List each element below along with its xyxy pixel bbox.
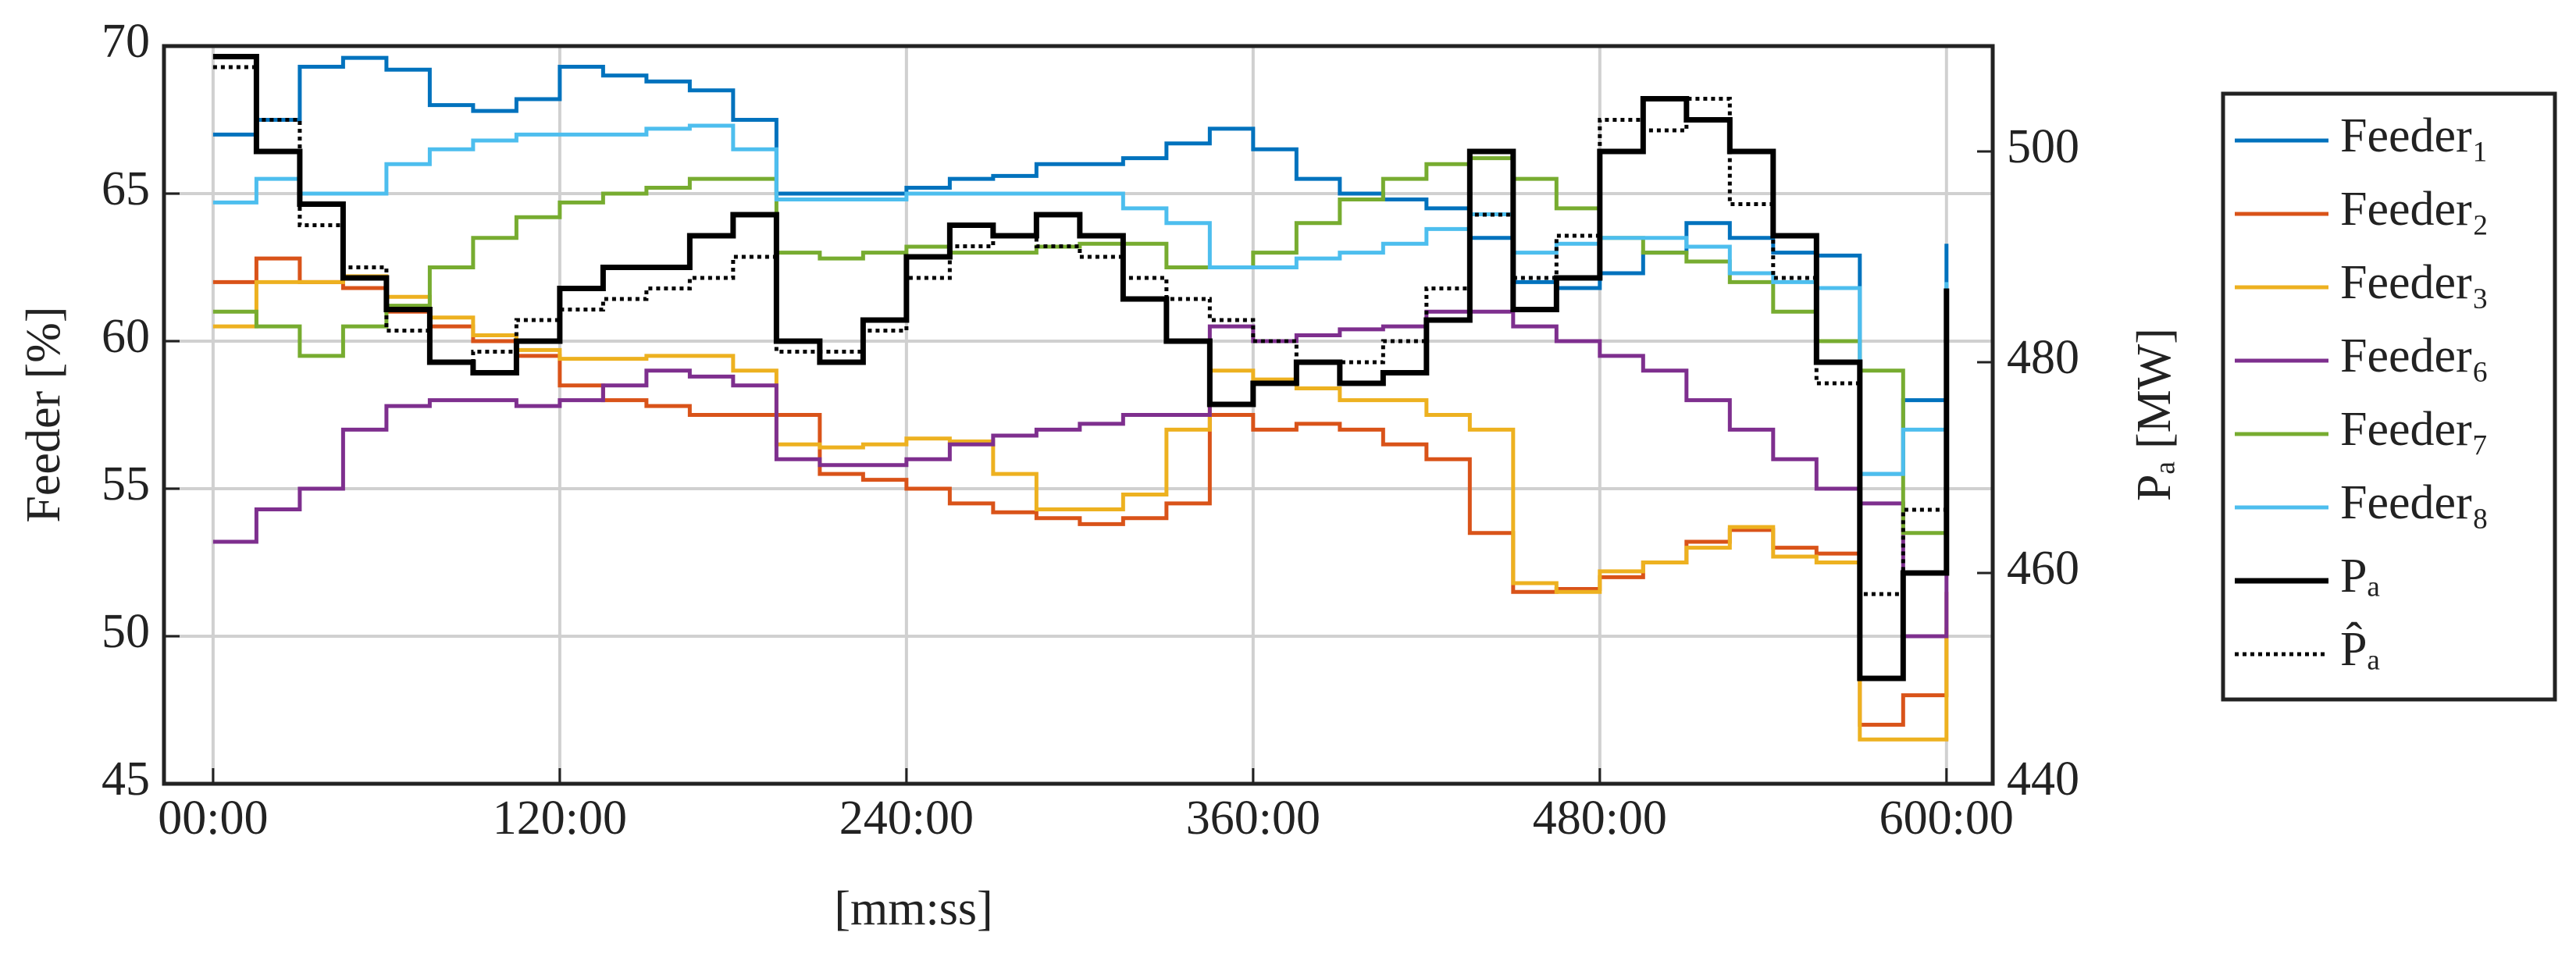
legend-label: Feeder₂ <box>2340 183 2489 236</box>
y-tick-label: 70 <box>102 15 150 68</box>
series-line <box>212 123 1949 476</box>
x-tick-label: 120:00 <box>493 792 627 845</box>
legend-label: Feeder₈ <box>2340 476 2489 529</box>
legend-label: Feeder₃ <box>2340 256 2489 309</box>
legend-label: Pₐ <box>2340 550 2380 603</box>
series-line <box>212 54 1950 682</box>
legend-box <box>2221 91 2557 702</box>
x-tick-label: 240:00 <box>839 792 974 845</box>
y-tick-label: 50 <box>102 605 150 658</box>
y2-tick-label: 480 <box>2007 331 2079 384</box>
plot-frame <box>162 44 1995 786</box>
legend-label: Feeder₆ <box>2340 329 2489 383</box>
series-line <box>212 274 1949 742</box>
y2-tick-label: 440 <box>2007 753 2079 806</box>
legend-label: Feeder₁ <box>2340 109 2489 162</box>
series-line <box>212 309 1949 639</box>
legend-label: Feeder₇ <box>2340 403 2489 456</box>
y2-axis-label: Pₐ [MW] <box>2128 328 2181 501</box>
y-tick-label: 45 <box>102 753 150 806</box>
y-tick-label: 65 <box>102 162 150 215</box>
x-tick-label: 600:00 <box>1879 792 2014 845</box>
x-axis-label: [mm:ss] <box>834 882 992 935</box>
x-tick-label: 360:00 <box>1186 792 1320 845</box>
y2-tick-label: 460 <box>2007 542 2079 595</box>
y-tick-label: 60 <box>102 310 150 363</box>
y2-tick-label: 500 <box>2007 120 2079 173</box>
y-axis-label: Feeder [%] <box>17 306 70 522</box>
series-line <box>212 156 1949 536</box>
y-tick-label: 55 <box>102 457 150 511</box>
x-tick-label: 480:00 <box>1533 792 1667 845</box>
x-tick-label: 00:00 <box>158 792 268 845</box>
legend-label: P̂ₐ <box>2340 622 2380 676</box>
